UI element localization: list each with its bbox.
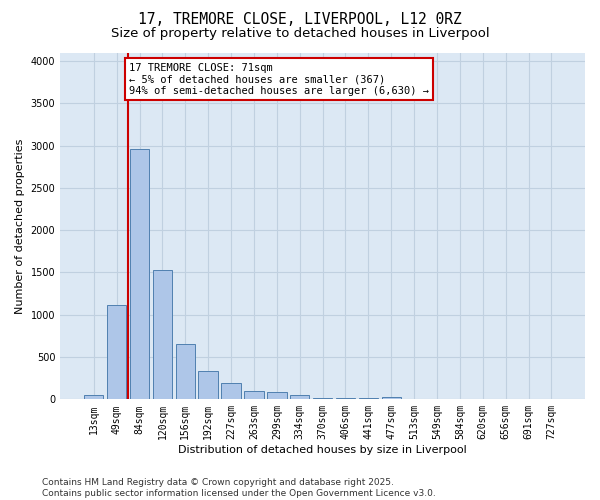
Bar: [336, 398, 355, 400]
Bar: [359, 398, 378, 400]
Bar: [313, 398, 332, 400]
Bar: [382, 397, 401, 400]
Bar: [199, 370, 218, 400]
Bar: [244, 392, 263, 400]
Bar: [107, 306, 127, 400]
Text: 17 TREMORE CLOSE: 71sqm
← 5% of detached houses are smaller (367)
94% of semi-de: 17 TREMORE CLOSE: 71sqm ← 5% of detached…: [129, 62, 429, 96]
Text: Size of property relative to detached houses in Liverpool: Size of property relative to detached ho…: [110, 28, 490, 40]
Bar: [176, 344, 195, 400]
Bar: [130, 149, 149, 400]
Bar: [152, 270, 172, 400]
Text: Contains HM Land Registry data © Crown copyright and database right 2025.
Contai: Contains HM Land Registry data © Crown c…: [42, 478, 436, 498]
X-axis label: Distribution of detached houses by size in Liverpool: Distribution of detached houses by size …: [178, 445, 467, 455]
Y-axis label: Number of detached properties: Number of detached properties: [15, 138, 25, 314]
Bar: [290, 395, 310, 400]
Text: 17, TREMORE CLOSE, LIVERPOOL, L12 0RZ: 17, TREMORE CLOSE, LIVERPOOL, L12 0RZ: [138, 12, 462, 28]
Bar: [267, 392, 287, 400]
Bar: [221, 383, 241, 400]
Bar: [84, 394, 103, 400]
